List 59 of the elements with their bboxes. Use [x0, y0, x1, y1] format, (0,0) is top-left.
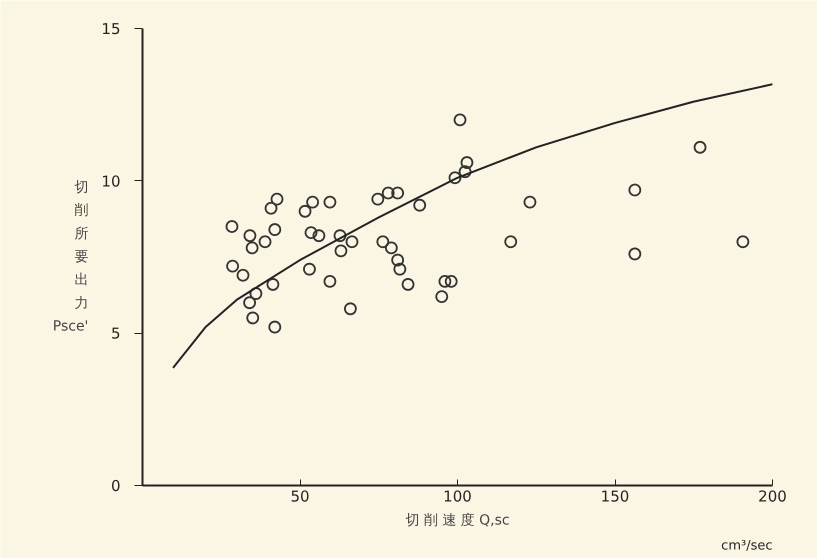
point: [324, 274, 336, 288]
point: [391, 254, 404, 266]
x-tick-label: 150: [600, 488, 630, 506]
point: [324, 196, 336, 209]
point: [454, 114, 466, 126]
point: [264, 202, 278, 215]
line-series: [172, 83, 772, 369]
point: [226, 220, 238, 233]
y-tick-label: 10: [101, 172, 121, 190]
point: [268, 223, 282, 236]
point: [270, 192, 284, 206]
point: [344, 302, 357, 316]
point: [448, 171, 462, 184]
y-tick-label: 15: [101, 20, 121, 38]
point: [628, 248, 642, 260]
point: [306, 196, 319, 209]
text: cm³/sec: [721, 538, 773, 554]
point: [244, 229, 256, 242]
x-tick-label: 200: [758, 488, 787, 506]
point: [246, 241, 259, 254]
x-tick-label: 50: [290, 488, 310, 506]
point: [391, 186, 404, 200]
y-tick-label: 5: [110, 324, 121, 343]
point: [371, 192, 384, 206]
point: [346, 235, 358, 248]
y-tick-label: 0: [110, 477, 121, 495]
point: [376, 235, 390, 248]
point: [444, 274, 458, 288]
x-axis-title: 切 削 速 度 Q,sc: [405, 512, 510, 528]
point: [303, 262, 316, 276]
point: [438, 274, 452, 288]
point: [304, 226, 318, 240]
point: [384, 241, 398, 254]
point: [736, 235, 750, 248]
point: [243, 296, 256, 310]
point: [435, 290, 448, 303]
point: [524, 196, 536, 209]
y-axis-title: 切削所要出力 Psce': [52, 179, 88, 335]
point: [413, 198, 426, 212]
point: [402, 278, 414, 291]
point: [334, 229, 346, 242]
point: [312, 229, 326, 242]
point: [246, 312, 260, 324]
x-tick-label: 100: [443, 488, 472, 506]
point: [334, 244, 348, 258]
point: [458, 165, 472, 178]
point: [628, 184, 642, 196]
point: [393, 262, 406, 276]
point: [298, 204, 312, 218]
point: [250, 287, 262, 300]
point: [258, 235, 272, 248]
point: [236, 268, 250, 282]
point: [504, 235, 518, 248]
point: [694, 140, 706, 154]
point: [382, 186, 395, 200]
point: [266, 278, 280, 291]
point: [268, 320, 282, 334]
point: [226, 260, 239, 273]
point: [460, 156, 474, 169]
